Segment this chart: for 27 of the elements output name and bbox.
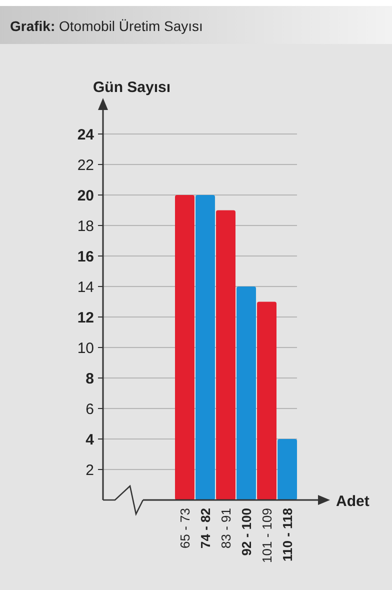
y-tick-label: 8 [86,370,94,388]
x-tick-label: 65 - 73 [177,508,192,548]
x-tick-label: 92 - 100 [238,508,254,556]
x-tick-label: 101 - 109 [259,508,274,563]
x-tick-label: 83 - 91 [218,508,234,548]
x-tick-label: 74 - 82 [198,508,213,548]
x-axis-title: Adet [336,493,370,510]
bar [278,439,297,500]
x-tick-label: 110 - 118 [280,508,295,562]
bar [216,210,236,500]
bar [175,195,194,500]
y-tick-label: 10 [77,340,94,357]
bar [196,195,215,500]
y-tick-label: 20 [77,187,94,204]
chart-title: Grafik: Otomobil Üretim Sayısı [10,18,203,34]
y-tick-label: 4 [86,431,95,448]
y-tick-label: 2 [86,462,94,479]
y-tick-label: 22 [77,156,94,174]
y-tick-label: 24 [77,126,95,144]
y-tick-label: 18 [77,218,94,235]
y-tick-label: 16 [77,248,94,266]
y-tick-label: 14 [77,278,94,296]
bar [236,286,256,500]
bar [257,302,276,500]
y-axis-title: Gün Sayısı [93,79,171,96]
y-tick-label: 6 [86,400,94,418]
y-tick-label: 12 [77,309,94,326]
